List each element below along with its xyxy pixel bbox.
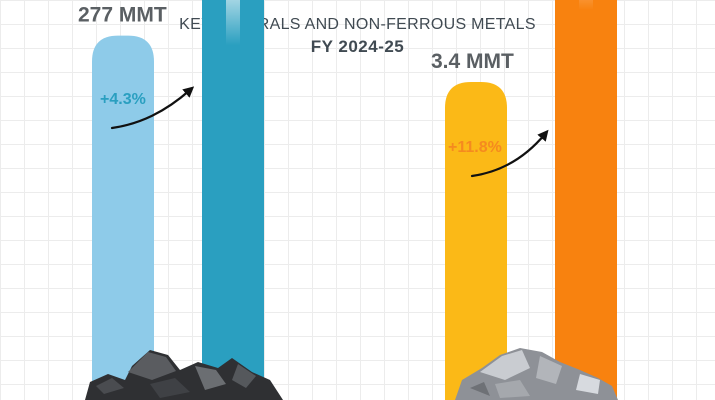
value-label-0-0: 277 MMT (78, 4, 167, 27)
chart-subtitle: FY 2024-25 (310, 37, 405, 56)
growth-arrow-icon (110, 86, 195, 130)
value-label-1-0: 3.4 MMT (431, 50, 514, 73)
bar-0-1 (202, 0, 264, 400)
chart-header: KEY MINERALS AND NON-FERROUS METALS FY 2… (0, 16, 715, 57)
metal-ore-rocks-illustration (455, 348, 618, 400)
bar-1-0 (445, 82, 507, 400)
iron-ore-rocks-illustration (85, 350, 283, 400)
growth-label-0: +4.3% (100, 91, 146, 108)
growth-arrow-icon (470, 129, 549, 178)
bar-0-0 (92, 35, 154, 400)
chart-title: KEY MINERALS AND NON-FERROUS METALS (179, 16, 536, 33)
up-arrow-icon (226, 0, 240, 46)
bar-1-1 (555, 0, 617, 400)
growth-label-1: +11.8% (448, 139, 502, 156)
up-arrow-icon (579, 0, 593, 10)
